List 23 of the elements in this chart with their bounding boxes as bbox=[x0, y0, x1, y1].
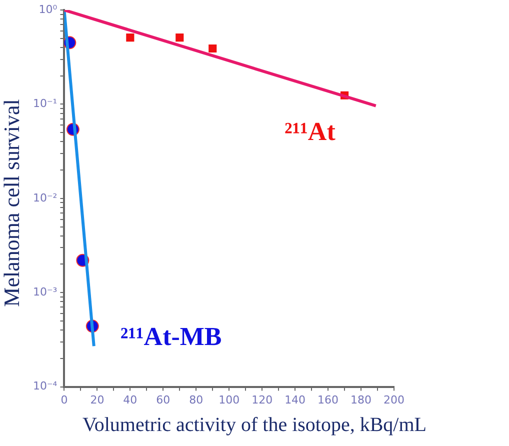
y-tick-label: 10⁻⁴ bbox=[32, 380, 58, 393]
x-tick-label: 20 bbox=[90, 393, 104, 406]
x-tick-label: 60 bbox=[156, 393, 170, 406]
y-tick-label: 10⁰ bbox=[38, 2, 58, 16]
x-tick-label: 0 bbox=[60, 393, 68, 406]
x-tick-label: 120 bbox=[252, 393, 273, 406]
series-label: ²¹¹At bbox=[284, 117, 336, 146]
series-label: ²¹¹At-MB bbox=[120, 322, 222, 351]
point bbox=[176, 34, 184, 42]
y-tick-label: 10⁻² bbox=[32, 191, 58, 204]
y-axis-title: Melanoma cell survival bbox=[0, 98, 25, 309]
x-tick-label: 140 bbox=[284, 393, 306, 406]
y-tick-label: 10⁻³ bbox=[32, 285, 58, 298]
y-tick-label: 10⁻¹ bbox=[32, 97, 58, 110]
point bbox=[208, 44, 217, 53]
point bbox=[126, 34, 134, 42]
x-tick-label: 200 bbox=[384, 393, 404, 406]
x-axis-title: Volumetric activity of the isotope, kBq/mL bbox=[81, 414, 428, 437]
x-tick-label: 80 bbox=[189, 393, 204, 406]
x-tick-label: 180 bbox=[350, 393, 372, 406]
x-tick-label: 160 bbox=[318, 393, 339, 406]
x-tick-label: 100 bbox=[218, 393, 240, 406]
x-tick-label: 40 bbox=[123, 393, 138, 406]
